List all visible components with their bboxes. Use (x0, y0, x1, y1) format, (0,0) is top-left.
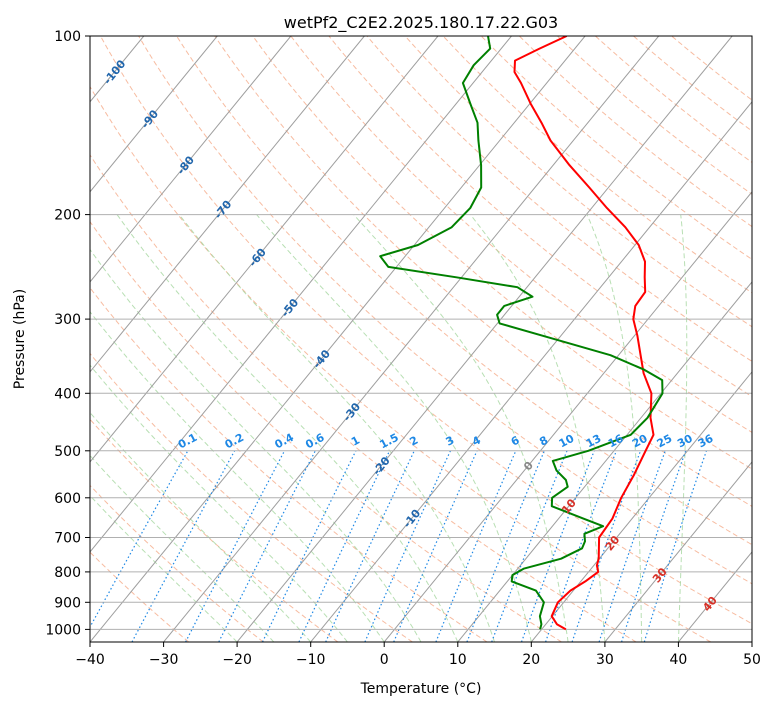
dewpoint-trace (379, 36, 664, 630)
mixing-ratio-label: 16 (606, 432, 626, 451)
moist-adiabat (90, 248, 422, 642)
mixing-ratio-line (435, 450, 517, 642)
x-tick-label: 30 (596, 652, 614, 668)
mixing-ratio-line (621, 450, 687, 642)
isotherm-line (90, 36, 218, 193)
y-tick-label: 400 (54, 386, 81, 402)
dry-adiabat (90, 287, 488, 642)
moist-adiabat (256, 214, 532, 642)
chart-title: wetPf2_C2E2.2025.180.17.22.G03 (284, 13, 558, 33)
moist-adiabat (90, 411, 312, 642)
mixing-ratio-label: 30 (675, 432, 695, 451)
x-tick-label: 10 (449, 652, 467, 668)
temperature-trace (513, 36, 655, 631)
dry-adiabat (90, 418, 339, 642)
dry-adiabat (214, 36, 752, 507)
x-tick-label: −40 (75, 652, 105, 668)
y-tick-label: 500 (54, 444, 81, 460)
dry-adiabat (138, 36, 752, 585)
mixing-ratio-line (520, 450, 595, 642)
mixing-ratio-label: 36 (696, 432, 716, 451)
y-tick-label: 300 (54, 312, 81, 328)
grid-layer (90, 36, 752, 642)
mixing-ratio-line (491, 450, 568, 642)
x-tick-label: −10 (296, 652, 326, 668)
tick-layer: −40 −30 −20 −10 0 10 20 30 40 50 100 200 300 400 500 60… (45, 29, 761, 668)
isotherm-line (604, 461, 752, 642)
mixing-ratio-line (90, 450, 189, 629)
moist-adiabat (677, 214, 688, 642)
y-tick-label: 900 (54, 595, 81, 611)
y-axis-title: Pressure (hPa) (12, 289, 28, 389)
isotherm-line (236, 36, 733, 642)
moist-adiabat (90, 311, 385, 642)
mixing-ratio-line (643, 450, 707, 642)
moist-adiabat (586, 214, 643, 642)
x-axis-title: Temperature (°C) (360, 681, 482, 697)
mixing-ratio-line (466, 450, 545, 642)
dry-adiabat (290, 36, 752, 433)
isotherm-line (90, 36, 365, 373)
y-tick-label: 700 (54, 531, 81, 547)
mixing-ratio-line (218, 450, 316, 642)
mixing-ratio-label: 13 (584, 432, 604, 451)
mixing-ratio-label: 25 (655, 432, 675, 451)
y-tick-label: 1000 (45, 622, 81, 638)
isotherm-line (90, 36, 292, 283)
dry-adiabat (328, 36, 752, 398)
moist-adiabat (178, 214, 496, 642)
dry-adiabat (90, 153, 637, 642)
dry-adiabat (90, 484, 264, 642)
mixing-ratio-label: 20 (630, 432, 650, 451)
mixing-ratio-line (393, 450, 478, 642)
moist-adiabat (353, 214, 569, 642)
moist-adiabat (116, 214, 459, 642)
series-layer (379, 36, 664, 631)
dry-adiabat (404, 36, 752, 328)
plot-frame (89, 35, 753, 643)
isotherm-line (90, 36, 512, 553)
x-tick-label: 20 (522, 652, 540, 668)
y-tick-label: 600 (54, 491, 81, 507)
mixing-ratio-line (131, 450, 236, 642)
isotherm-line (310, 101, 752, 642)
y-tick-label: 800 (54, 565, 81, 581)
y-tick-label: 200 (54, 208, 81, 224)
dry-adiabat (90, 220, 562, 642)
x-tick-label: −30 (149, 652, 179, 668)
x-tick-label: 50 (743, 652, 761, 668)
isotherm-line (163, 36, 660, 642)
mixing-ratio-line (261, 450, 357, 642)
mixing-ratio-line (598, 450, 666, 642)
isotherm-line (383, 191, 752, 642)
x-tick-label: 0 (380, 652, 389, 668)
dry-adiabat (176, 36, 752, 546)
isotherm-line (457, 281, 752, 642)
isotherm-line (90, 36, 586, 642)
mixing-ratio-label: 10 (557, 432, 577, 451)
y-tick-label: 100 (54, 29, 81, 45)
x-tick-label: −20 (222, 652, 252, 668)
dry-adiabat (100, 36, 752, 625)
dry-adiabat (90, 551, 190, 642)
x-tick-label: 40 (669, 652, 687, 668)
isotherm-line (90, 36, 439, 463)
moist-adiabat (90, 454, 275, 642)
isotherm-line (530, 371, 752, 642)
dry-adiabat (442, 36, 752, 294)
mixing-ratio-line (364, 450, 452, 642)
